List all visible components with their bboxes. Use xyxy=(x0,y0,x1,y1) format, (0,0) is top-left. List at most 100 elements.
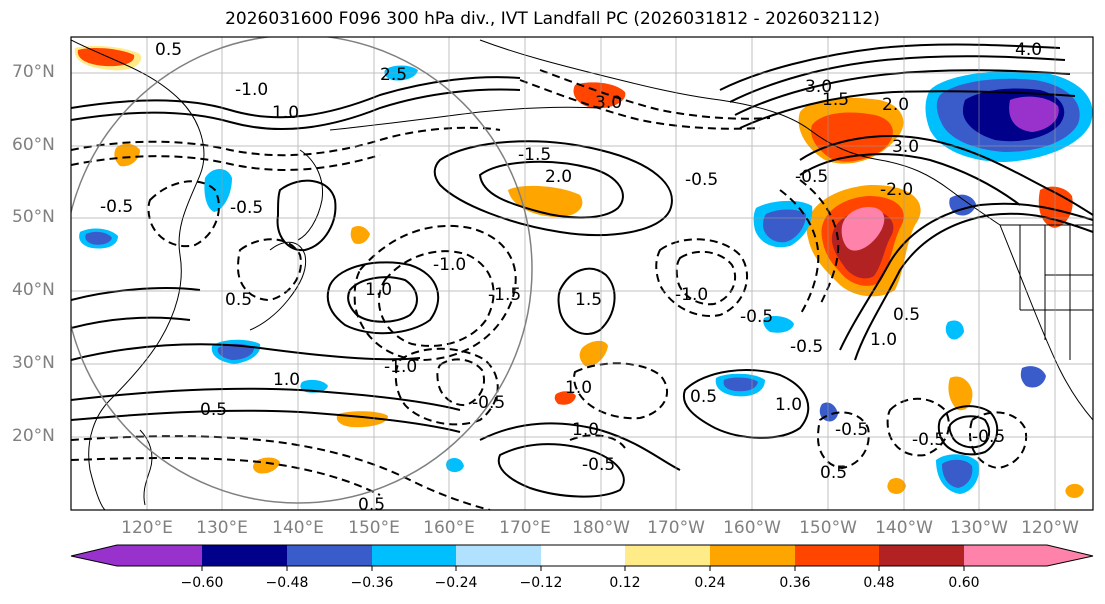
colorbar-segment xyxy=(372,545,456,566)
positive-contour xyxy=(682,369,810,439)
contour-label: -1.5 xyxy=(518,145,551,165)
contour-label: -1.0 xyxy=(433,255,466,275)
negative-anomaly-region xyxy=(723,377,758,392)
contour-label: 4.0 xyxy=(1015,40,1042,60)
colorbar-segment xyxy=(964,545,1093,566)
lat-label: 60°N xyxy=(12,135,55,155)
positive-contour xyxy=(71,76,521,119)
lon-label: 130°W xyxy=(950,518,1008,538)
colorbar-segment xyxy=(541,545,625,566)
lon-label: 120°W xyxy=(1021,518,1079,538)
positive-contour xyxy=(948,415,991,449)
colorbar-segment xyxy=(710,545,795,566)
aleutian-chain xyxy=(329,106,601,131)
lon-label: 140°W xyxy=(875,518,933,538)
lon-label: 170°E xyxy=(499,518,551,538)
contour-label: -0.5 xyxy=(740,307,773,327)
colorbar-tick-label: −0.12 xyxy=(519,575,563,591)
lon-label: 150°W xyxy=(799,518,857,538)
positive-contour xyxy=(854,212,1093,361)
positive-anomaly-region xyxy=(1065,483,1084,498)
japan-coast xyxy=(249,241,307,331)
contour-labels: 0.5 1.0 -1.5 2.0 1.0 -1.0 -1.5 1.5 0.5 -… xyxy=(100,40,1042,515)
positive-anomaly-region xyxy=(811,112,893,162)
negative-contour xyxy=(655,238,749,317)
contour-label: 1.0 xyxy=(272,103,299,123)
map-frame xyxy=(70,36,1094,511)
alaska-coast xyxy=(479,39,1001,226)
contour-label: 1.0 xyxy=(572,420,599,440)
negative-contour xyxy=(71,435,491,510)
contour-label: 0.5 xyxy=(358,495,385,515)
lat-label: 30°N xyxy=(12,353,55,373)
positive-contour xyxy=(71,88,521,130)
negative-anomaly-region xyxy=(1009,96,1059,132)
colorbar-segment xyxy=(287,545,372,566)
contour-label: 0.5 xyxy=(200,400,227,420)
negative-contour xyxy=(71,154,381,171)
colorbar-segment xyxy=(625,545,710,566)
negative-contour xyxy=(71,457,381,496)
colorbar-tick-label: −0.48 xyxy=(265,575,309,591)
colorbar-segment xyxy=(202,545,287,566)
negative-anomaly-region xyxy=(1020,366,1046,388)
coastlines xyxy=(71,39,1093,510)
positive-contour xyxy=(839,202,1093,351)
positive-anomaly-region xyxy=(350,226,370,244)
negative-anomaly-region xyxy=(85,231,112,245)
negative-contour xyxy=(436,358,485,407)
positive-contour xyxy=(799,153,1021,206)
contour-label: 0.5 xyxy=(820,463,847,483)
colorbar-tick-label: 0.24 xyxy=(694,575,726,591)
negative-contour xyxy=(799,179,840,306)
positive-contour xyxy=(497,443,625,498)
contour-label: 0.5 xyxy=(155,40,182,60)
contour-label: -0.5 xyxy=(100,197,133,217)
contour-label: 0.5 xyxy=(893,305,920,325)
positive-anomaly-region xyxy=(554,391,576,405)
negative-anomaly-region xyxy=(942,459,973,488)
negative-contour xyxy=(968,411,1028,470)
negative-contour xyxy=(519,79,761,130)
lat-label: 70°N xyxy=(12,62,55,82)
contour-label: -0.5 xyxy=(972,427,1005,447)
colorbar-tick-label: −0.24 xyxy=(434,575,478,591)
contour-label: 2.0 xyxy=(882,95,909,115)
divergence-contours xyxy=(71,43,1093,498)
positive-anomaly-region xyxy=(508,185,583,218)
colorbar-outline xyxy=(70,544,1094,567)
contour-label: 1.0 xyxy=(870,330,897,350)
negative-contour xyxy=(886,397,950,457)
contour-label: -0.5 xyxy=(912,430,945,450)
contour-label: -0.5 xyxy=(582,455,615,475)
lon-label: 160°E xyxy=(423,518,475,538)
kamchatka-coast xyxy=(297,149,324,241)
negative-contour xyxy=(394,347,499,426)
contour-label: -1.0 xyxy=(384,357,417,377)
contour-label: -0.5 xyxy=(835,420,868,440)
positive-contour xyxy=(799,135,1093,216)
contour-label: 3.0 xyxy=(805,77,832,97)
positive-contour xyxy=(739,90,1076,129)
contour-label: -1.0 xyxy=(675,285,708,305)
positive-contour xyxy=(729,55,1066,103)
colorbar-tick-label: −0.60 xyxy=(180,575,224,591)
map-area: 0.5 1.0 -1.5 2.0 1.0 -1.0 -1.5 1.5 0.5 -… xyxy=(71,37,1093,515)
contour-label: 3.0 xyxy=(595,93,622,113)
lon-label: 130°E xyxy=(196,518,248,538)
contour-label: 1.0 xyxy=(273,370,300,390)
positive-contour xyxy=(734,69,1071,116)
contour-label: 1.0 xyxy=(775,395,802,415)
contour-label: 0.5 xyxy=(690,387,717,407)
positive-contour xyxy=(557,267,616,335)
north-america-coast xyxy=(999,224,1093,421)
negative-anomaly-region xyxy=(945,320,964,340)
positive-anomaly-region xyxy=(77,47,135,67)
contour-label: -2.0 xyxy=(880,180,913,200)
contour-label: 2.0 xyxy=(545,167,572,187)
lon-label: 140°E xyxy=(272,518,324,538)
negative-anomaly-region xyxy=(204,169,232,212)
contour-label: 1.5 xyxy=(575,290,602,310)
lat-label: 50°N xyxy=(12,207,55,227)
